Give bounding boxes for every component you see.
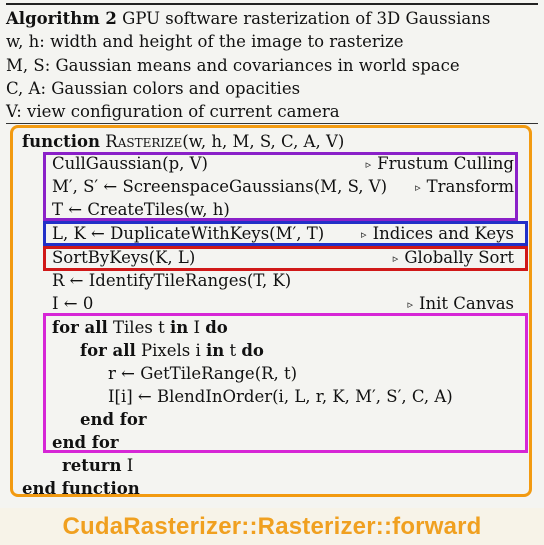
comment-init-canvas: ▹ Init Canvas (407, 292, 514, 315)
loop-set-text: I (188, 318, 206, 337)
loop-var-text: Tiles t (107, 318, 170, 337)
header-separator (6, 123, 538, 124)
param-line-v: V: view configuration of current camera (6, 102, 340, 122)
transform-block-outline (43, 152, 518, 221)
line-return: return I (62, 454, 133, 477)
line-create-tiles: T ← CreateTiles(w, h) (52, 200, 230, 219)
return-keyword: return (62, 456, 122, 475)
algorithm-title-text: GPU software rasterization of 3D Gaussia… (116, 9, 491, 28)
algorithm-title: Algorithm 2 GPU software rasterization o… (6, 7, 538, 30)
line-screenspace-gaussians: M′, S′ ← ScreenspaceGaussians(M, S, V) (52, 177, 388, 196)
sort-keys-outline (43, 246, 528, 271)
line-get-tile-range: r ← GetTileRange(R, t) (108, 364, 298, 383)
comment-text: Transform (426, 177, 514, 196)
param-line-ms: M, S: Gaussian means and covariances in … (6, 55, 460, 75)
triangle-icon: ▹ (361, 228, 367, 241)
line-cull-gaussian: CullGaussian(p, V) (52, 154, 208, 173)
return-value: I (121, 456, 134, 475)
comment-text: Init Canvas (418, 294, 514, 313)
line-for-all-pixels: for all Pixels i in t do (80, 339, 264, 362)
triangle-icon: ▹ (392, 252, 399, 265)
triangle-icon: ▹ (407, 298, 413, 311)
loop-set-text: t (224, 341, 242, 360)
for-all-keyword: for all (52, 318, 108, 337)
in-keyword: in (206, 341, 225, 360)
function-args: (w, h, M, S, C, A, V) (182, 132, 345, 151)
line-end-for-outer: end for (52, 433, 119, 452)
top-rule (6, 3, 538, 5)
comment-indices-keys: ▹ Indices and Keys (361, 222, 514, 245)
line-sort-by-keys: SortByKeys(K, L) (52, 248, 196, 267)
line-identify-tile-ranges: R ← IdentifyTileRanges(T, K) (52, 271, 292, 290)
for-all-keyword: for all (80, 341, 136, 360)
algorithm-header: Algorithm 2 GPU software rasterization o… (6, 7, 538, 123)
comment-frustum-culling: ▹ Frustum Culling (366, 152, 514, 175)
caption-banner: CudaRasterizer::Rasterizer::forward (0, 508, 544, 545)
duplicate-keys-outline (43, 221, 528, 246)
line-end-function: end function (22, 479, 140, 498)
caption-text: CudaRasterizer::Rasterizer::forward (62, 513, 482, 540)
tile-loop-outline (43, 313, 528, 453)
function-box-outline (10, 125, 532, 497)
triangle-icon: ▹ (415, 181, 421, 194)
do-keyword: do (205, 318, 228, 337)
function-name: Rasterize (105, 132, 183, 151)
param-line-ca: C, A: Gaussian colors and opacities (6, 78, 301, 98)
function-keyword: function (22, 132, 101, 151)
line-duplicate-with-keys: L, K ← DuplicateWithKeys(M′, T) (52, 224, 325, 243)
comment-text: Indices and Keys (372, 224, 514, 243)
comment-text: Frustum Culling (377, 154, 514, 173)
line-end-for-inner: end for (80, 410, 147, 429)
line-blend-in-order: I[i] ← BlendInOrder(i, L, r, K, M′, S′, … (108, 387, 453, 406)
algorithm-label: Algorithm 2 (6, 9, 117, 28)
loop-var-text: Pixels i (135, 341, 206, 360)
param-line-wh: w, h: width and height of the image to r… (6, 32, 404, 52)
line-init-canvas: I ← 0 (52, 294, 94, 313)
comment-text: Globally Sort (404, 248, 514, 267)
line-for-all-tiles: for all Tiles t in I do (52, 316, 228, 339)
comment-globally-sort: ▹ Globally Sort (393, 246, 514, 269)
triangle-icon: ▹ (365, 158, 372, 171)
in-keyword: in (169, 318, 189, 337)
comment-transform: ▹ Transform (415, 175, 514, 198)
do-keyword: do (241, 341, 264, 360)
function-signature: function Rasterize(w, h, M, S, C, A, V) (22, 130, 344, 153)
